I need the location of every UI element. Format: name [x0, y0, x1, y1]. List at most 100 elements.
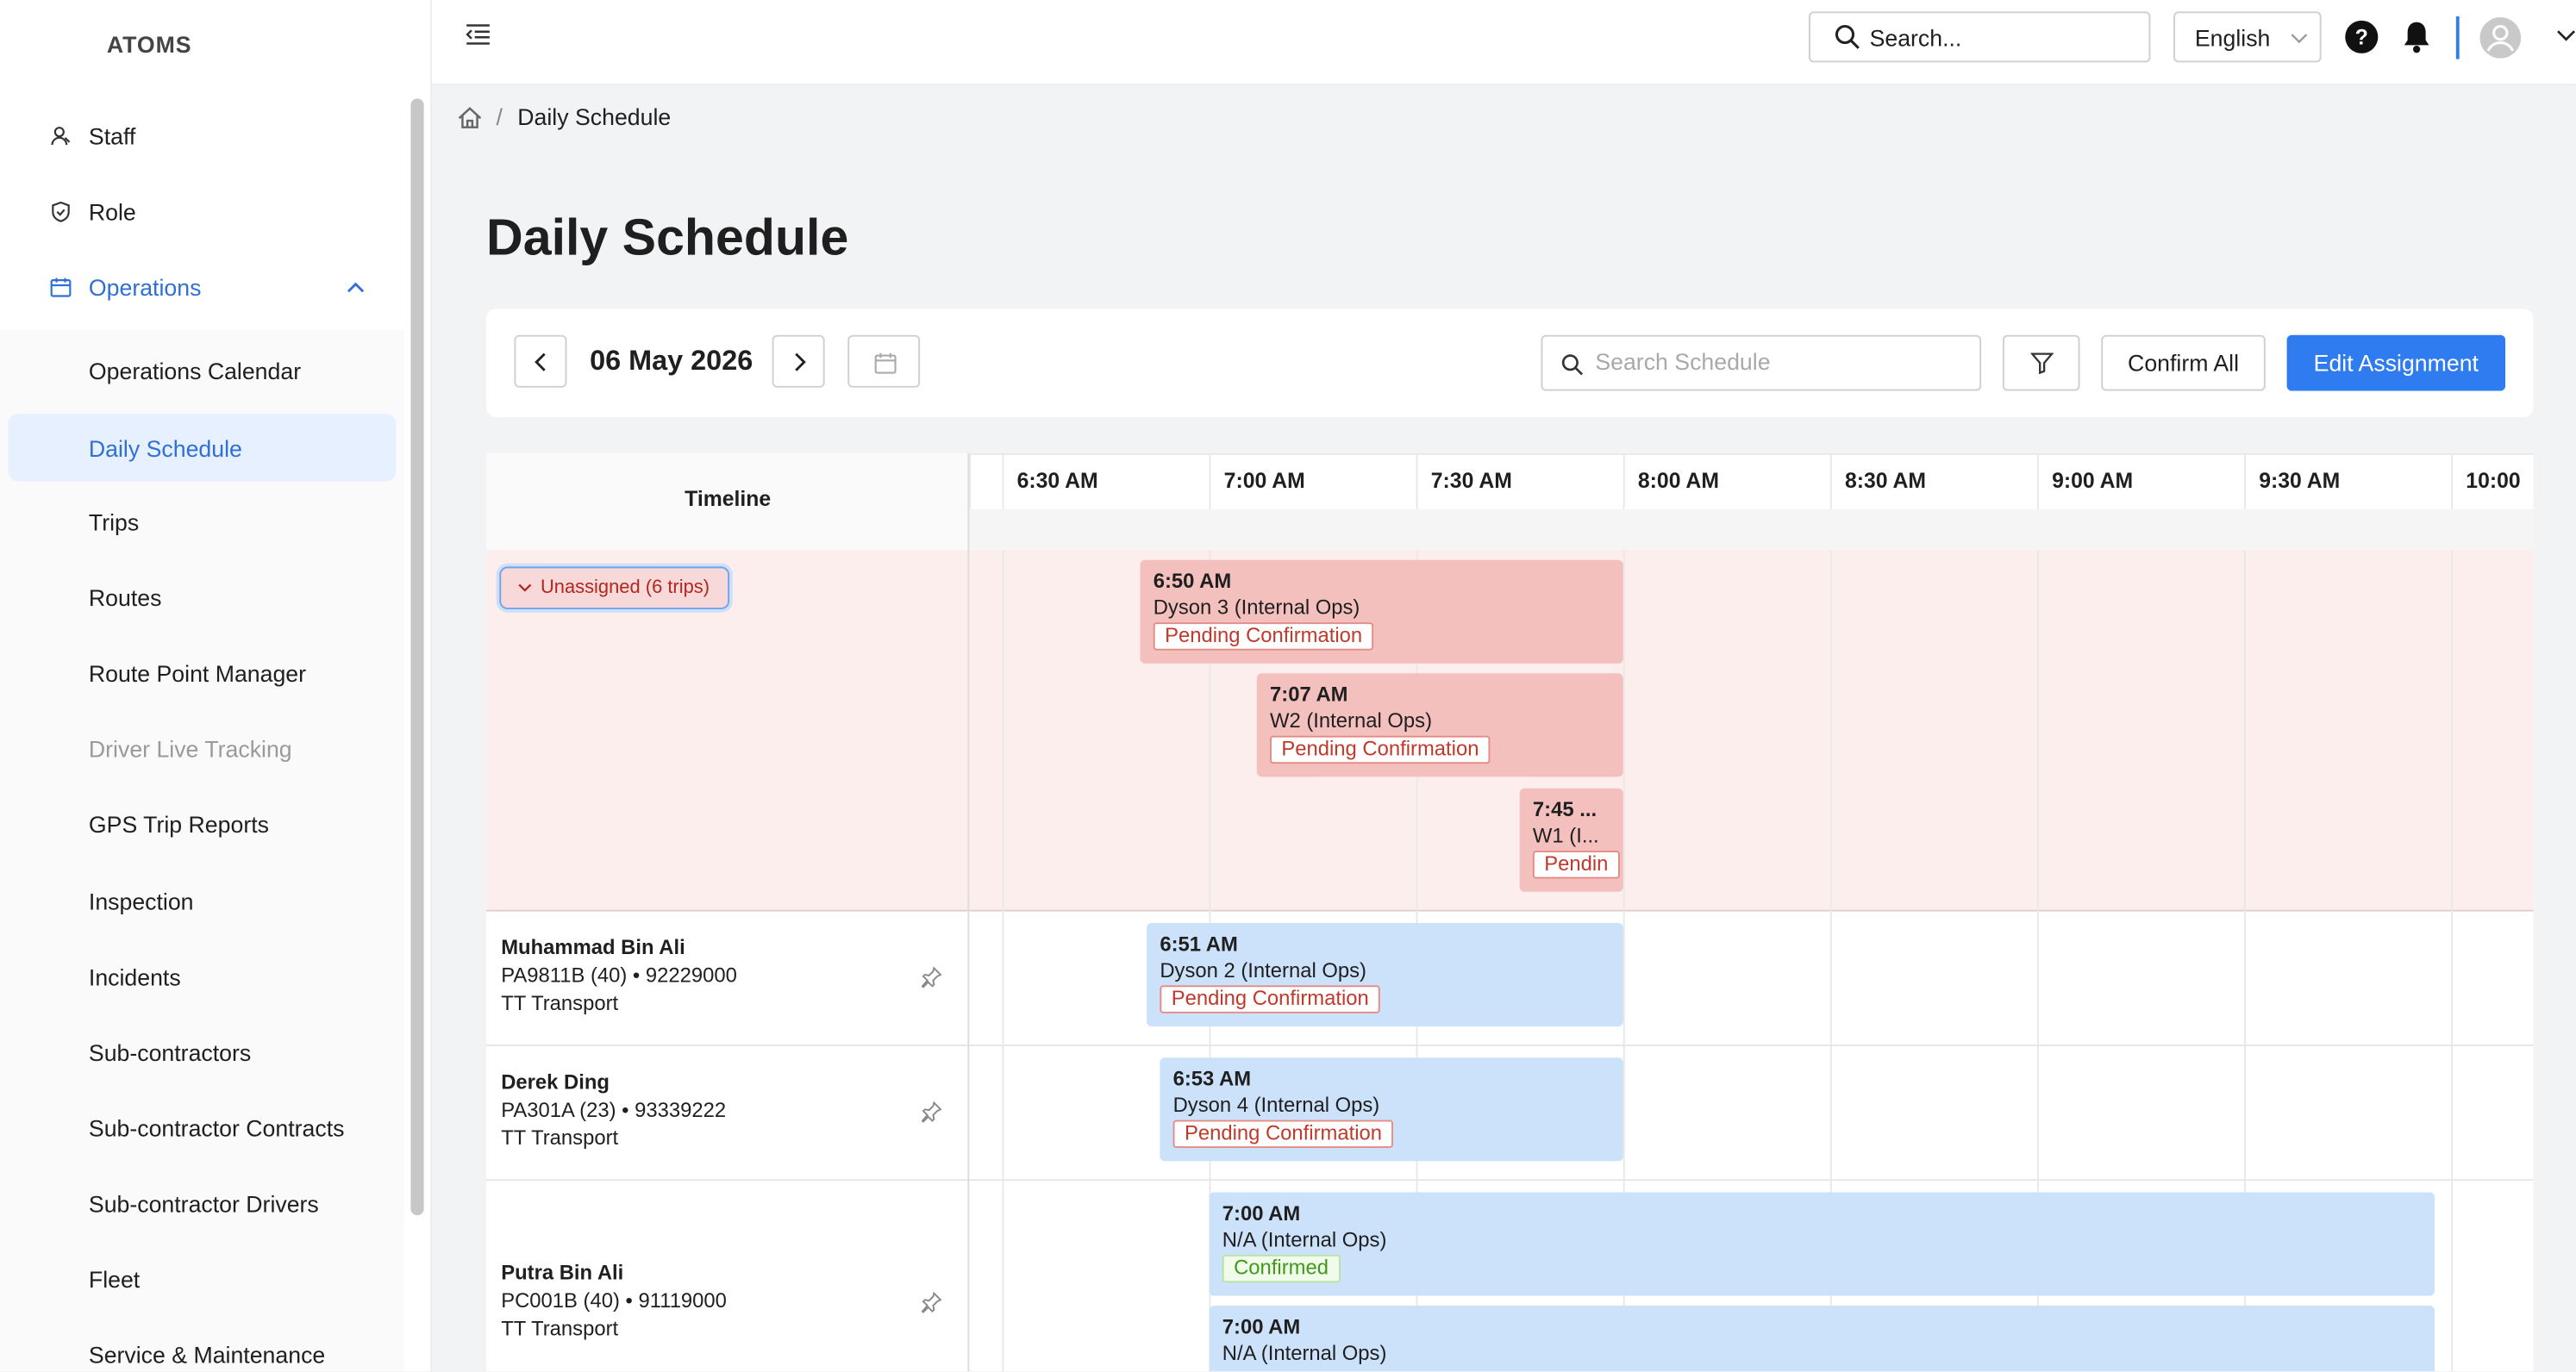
pin-icon[interactable] [920, 1101, 943, 1124]
avatar[interactable] [2479, 16, 2523, 59]
staff-icon [51, 127, 71, 146]
trip-card[interactable]: 7:45 ... W1 (I... Pendin [1519, 788, 1623, 892]
date-picker-button[interactable] [847, 334, 921, 388]
column-divider [967, 452, 970, 1372]
unassigned-toggle[interactable]: Unassigned (6 trips) [499, 566, 730, 609]
sidebar-item-label: Route Point Manager [88, 660, 307, 687]
sidebar-item-staff[interactable]: Staff [0, 105, 404, 167]
sidebar-item-sub-contractor-contracts[interactable]: Sub-contractor Contracts [0, 1097, 404, 1159]
trip-name: N/A (Internal Ops) [1222, 1341, 1387, 1365]
filter-button[interactable] [2002, 334, 2080, 391]
sidebar-item-service-maintenance[interactable]: Service & Maintenance [0, 1324, 404, 1371]
sidebar-item-routes[interactable]: Routes [0, 566, 404, 628]
trip-card[interactable]: 7:00 AM N/A (Internal Ops) [1209, 1305, 2435, 1372]
sidebar-item-label: Driver Live Tracking [88, 735, 292, 763]
trip-card[interactable]: 6:53 AM Dyson 4 (Internal Ops) Pending C… [1160, 1057, 1623, 1162]
sidebar-item-operations[interactable]: Operations [0, 256, 404, 318]
chevron-up-icon[interactable] [347, 281, 365, 294]
prev-day-button[interactable] [514, 334, 567, 388]
schedule-search[interactable] [1541, 334, 1982, 391]
driver-company: TT Transport [501, 1317, 619, 1340]
driver-vehicle: PA9811B (40) • 92229000 [501, 964, 737, 988]
status-badge: Pending Confirmation [1172, 1119, 1394, 1149]
chevron-down-icon[interactable] [2556, 29, 2576, 42]
trip-time: 7:00 AM [1222, 1201, 1301, 1225]
sidebar-item-route-point-manager[interactable]: Route Point Manager [0, 642, 404, 704]
trip-card[interactable]: 7:00 AM N/A (Internal Ops) Confirmed [1209, 1192, 2435, 1296]
schedule-search-input[interactable] [1591, 346, 1973, 377]
schedule-toolbar: 06 May 2026 Confirm All Edit Assignment [486, 309, 2534, 418]
menu-collapse-icon[interactable] [465, 23, 491, 47]
time-column-header: 8:00 AM [1623, 452, 1830, 509]
trip-time: 6:51 AM [1160, 932, 1238, 957]
chevron-left-icon [535, 352, 546, 371]
next-day-button[interactable] [772, 334, 825, 388]
sidebar-item-label: Role [88, 198, 136, 226]
time-column-header: 7:30 AM [1416, 452, 1623, 509]
sidebar-item-sub-contractor-drivers[interactable]: Sub-contractor Drivers [0, 1173, 404, 1235]
calendar-icon [874, 352, 897, 374]
sidebar-item-label: GPS Trip Reports [88, 811, 269, 838]
trip-time: 7:07 AM [1270, 683, 1348, 707]
search-icon [1561, 354, 1584, 376]
chevron-down-icon [518, 583, 532, 592]
driver-info: Putra Bin Ali PC001B (40) • 91119000 TT … [501, 1260, 727, 1344]
row-divider [486, 1179, 2534, 1182]
grid-line [2036, 550, 2039, 1372]
sidebar-item-sub-contractors[interactable]: Sub-contractors [0, 1021, 404, 1083]
pin-icon[interactable] [920, 965, 943, 988]
status-badge: Pendin [1532, 851, 1620, 879]
sidebar-scrollbar[interactable] [410, 98, 424, 1216]
status-badge: Pending Confirmation [1160, 985, 1381, 1013]
sidebar-item-label: Sub-contractors [88, 1039, 252, 1066]
sidebar-item-label: Sub-contractor Contracts [88, 1114, 345, 1142]
sidebar-item-trips[interactable]: Trips [0, 491, 404, 553]
sidebar-item-daily-schedule[interactable]: Daily Schedule [8, 414, 397, 482]
sidebar-item-gps-trip-reports[interactable]: GPS Trip Reports [0, 793, 404, 855]
trip-time: 6:50 AM [1153, 570, 1232, 593]
home-icon[interactable] [457, 105, 483, 131]
bell-icon[interactable] [2402, 20, 2431, 54]
sidebar-item-label: Incidents [88, 964, 181, 991]
sidebar-item-role[interactable]: Role [0, 181, 404, 243]
sidebar-item-incidents[interactable]: Incidents [0, 946, 404, 1008]
language-select[interactable]: English [2173, 11, 2322, 63]
grid-line [1623, 550, 1625, 1372]
sidebar-item-fleet[interactable]: Fleet [0, 1248, 404, 1310]
sidebar-item-label: Operations [88, 274, 202, 301]
driver-info: Muhammad Bin Ali PA9811B (40) • 92229000… [501, 934, 737, 1018]
driver-info: Derek Ding PA301A (23) • 93339222 TT Tra… [501, 1070, 726, 1153]
confirm-all-button[interactable]: Confirm All [2101, 334, 2266, 391]
global-search-label: Search... [1869, 24, 1962, 52]
timeline-label: Timeline [685, 486, 772, 511]
help-icon[interactable]: ? [2344, 20, 2379, 54]
grid-line [1002, 550, 1004, 1372]
driver-name: Derek Ding [501, 1070, 610, 1094]
time-column-header: 7:00 AM [1209, 452, 1416, 509]
operations-submenu [0, 330, 404, 1372]
sidebar-item-driver-live-tracking[interactable]: Driver Live Tracking [0, 718, 404, 780]
sidebar-item-label: Daily Schedule [88, 434, 242, 461]
edit-assignment-button[interactable]: Edit Assignment [2286, 334, 2506, 391]
breadcrumb-current: Daily Schedule [517, 103, 672, 130]
trip-name: Dyson 3 (Internal Ops) [1153, 596, 1360, 620]
trip-name: Dyson 4 (Internal Ops) [1172, 1094, 1380, 1117]
trip-card[interactable]: 7:07 AM W2 (Internal Ops) Pending Confir… [1256, 673, 1623, 777]
status-badge: Pending Confirmation [1153, 622, 1374, 651]
driver-company: TT Transport [501, 991, 619, 1015]
sidebar-item-operations-calendar[interactable]: Operations Calendar [0, 340, 404, 402]
time-subheader [969, 508, 2534, 552]
time-column-header: 6:30 AM [1002, 452, 1210, 509]
time-column-header-start [969, 452, 1003, 509]
trip-time: 7:45 ... [1532, 798, 1597, 821]
time-column-header: 10:00 AM [2451, 452, 2534, 546]
trip-time: 7:00 AM [1222, 1315, 1301, 1339]
trip-card[interactable]: 6:50 AM Dyson 3 (Internal Ops) Pending C… [1140, 559, 1623, 664]
shield-icon [52, 201, 70, 222]
sidebar-item-inspection[interactable]: Inspection [0, 870, 404, 932]
breadcrumb-separator: / [496, 103, 503, 130]
trip-card[interactable]: 6:51 AM Dyson 2 (Internal Ops) Pending C… [1147, 922, 1623, 1026]
time-column-header: 9:00 AM [2036, 452, 2245, 509]
pin-icon[interactable] [920, 1291, 943, 1314]
global-search[interactable]: Search... [1809, 11, 2151, 63]
